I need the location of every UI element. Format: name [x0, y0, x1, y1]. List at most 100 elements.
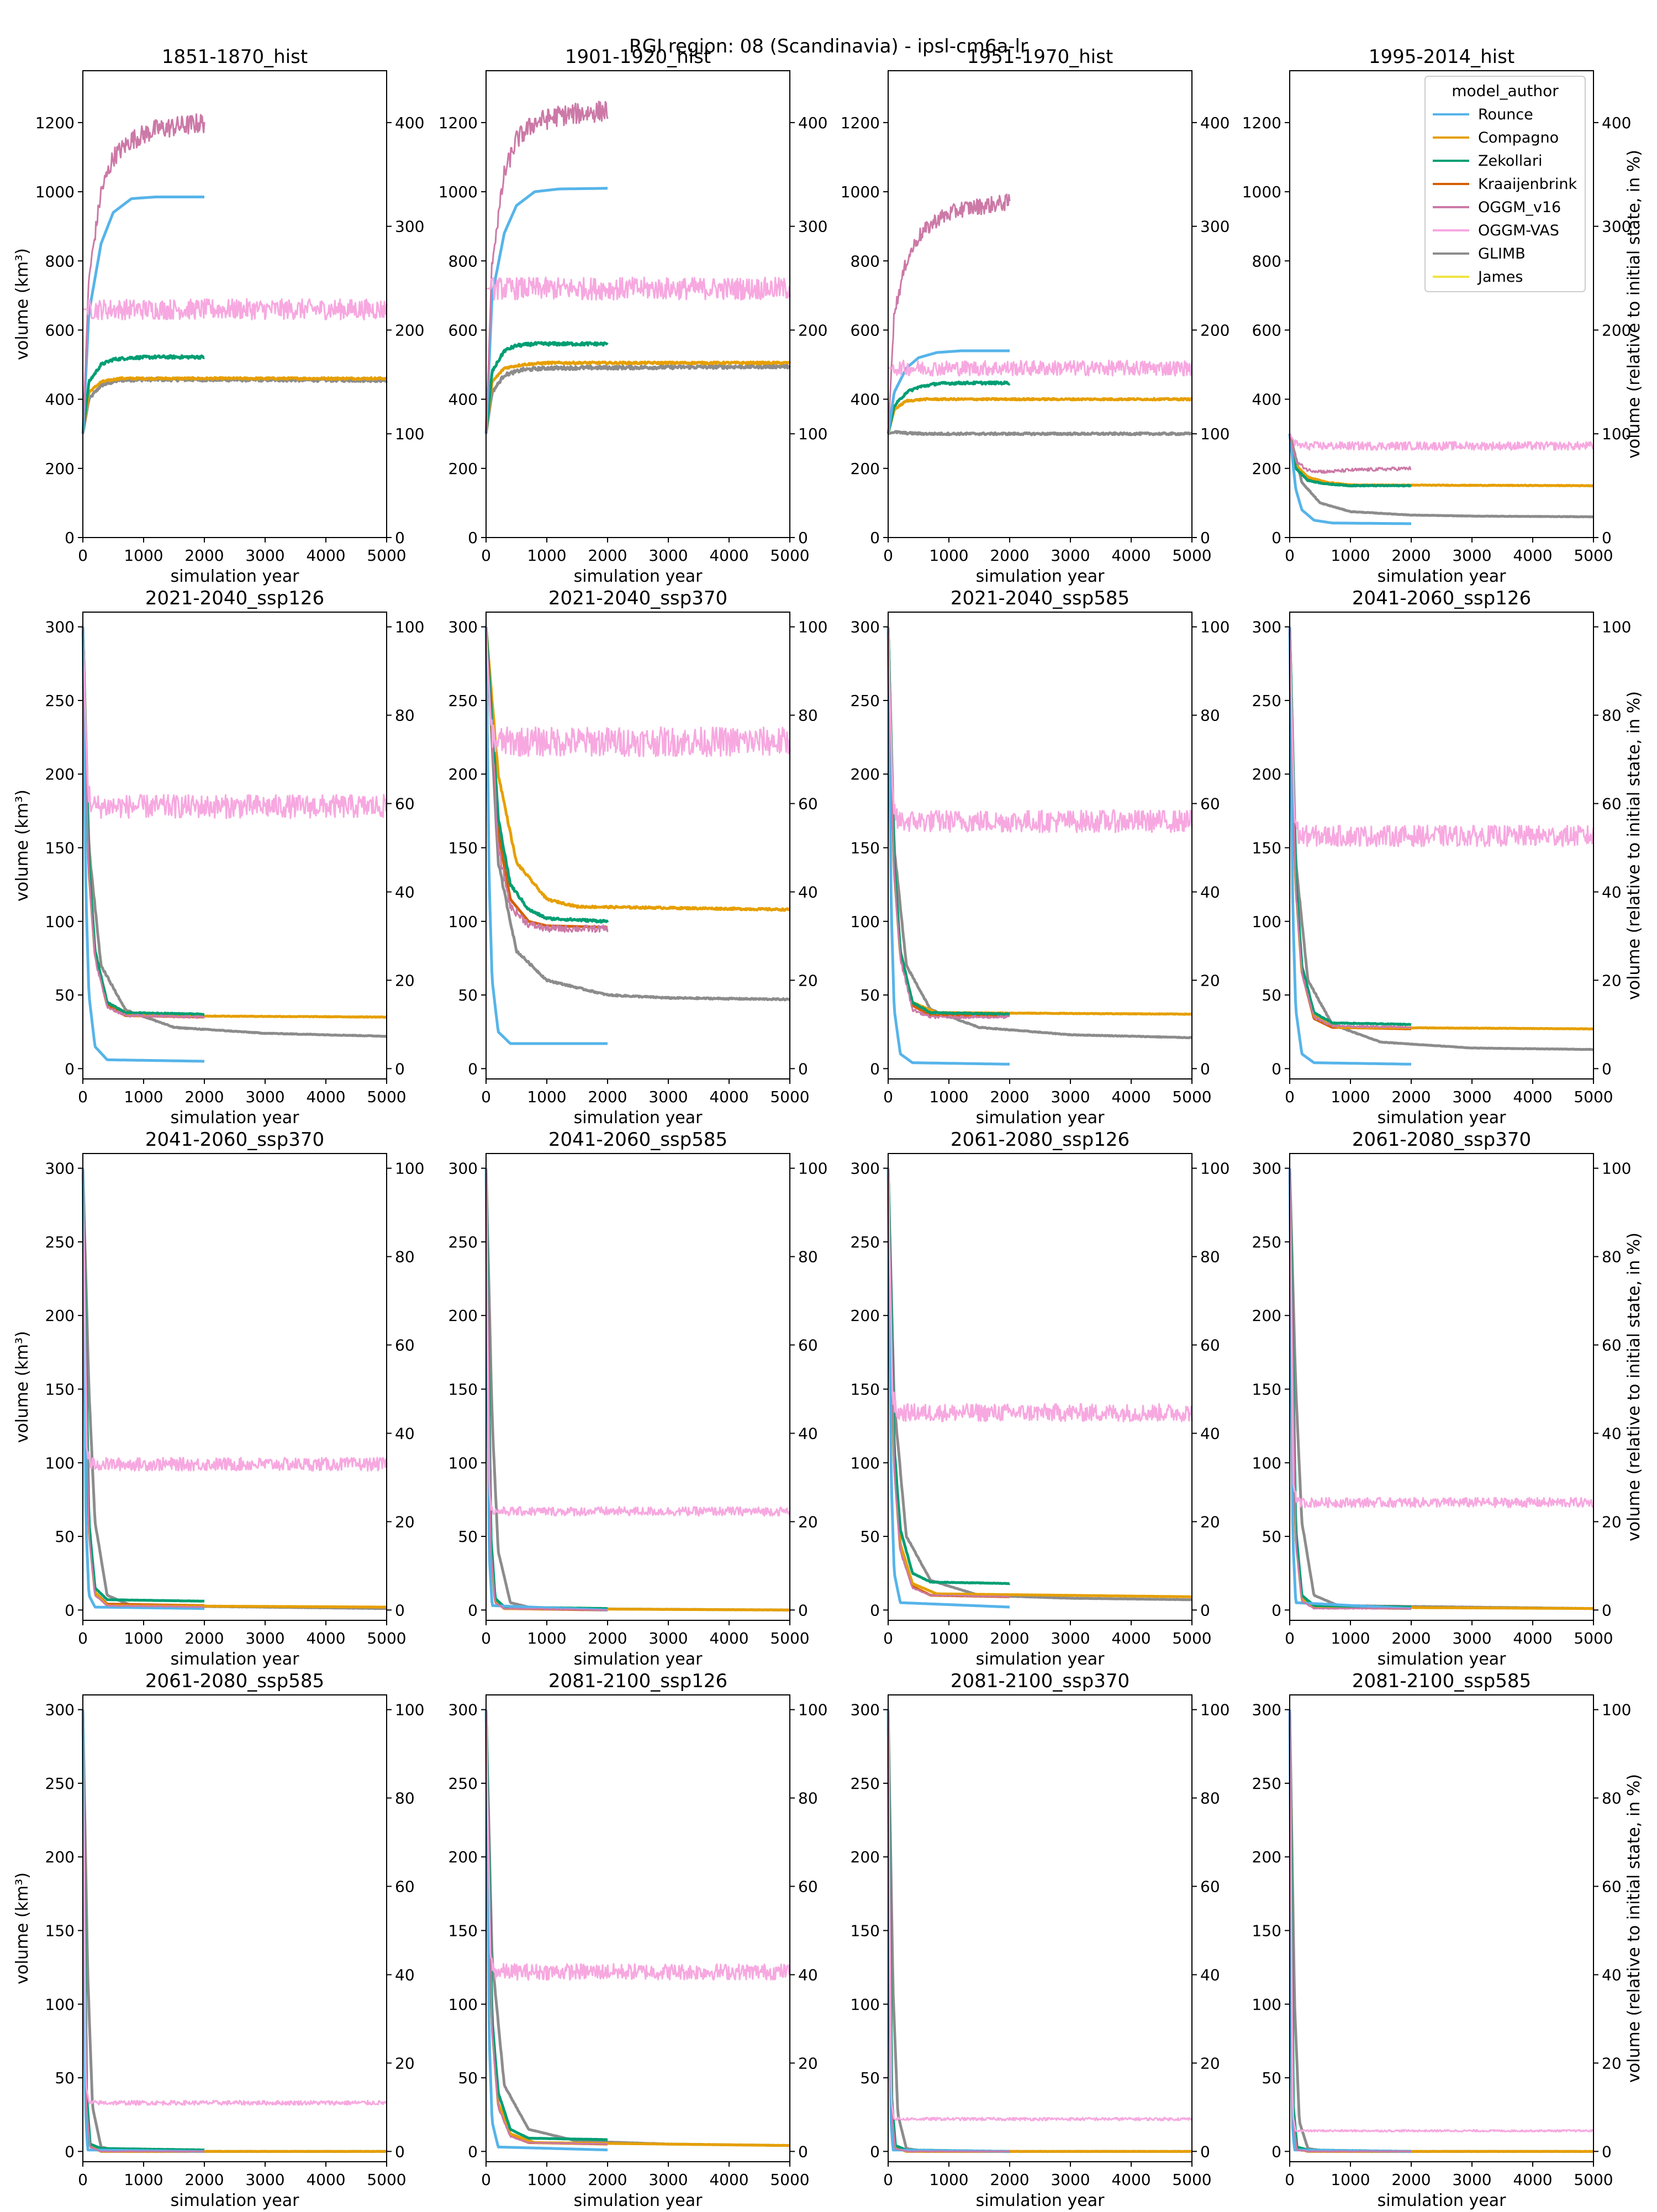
x-tick-label: 3000: [1452, 2171, 1491, 2189]
plot-frame: [82, 1153, 387, 1621]
x-tick-label: 3000: [245, 546, 284, 565]
y-tick-label-left: 100: [851, 1995, 880, 2014]
y-tick-label-left: 50: [860, 986, 880, 1004]
series-line-Kraaijenbrink: [81, 1709, 205, 2153]
x-tick-label: 0: [481, 1629, 491, 1647]
legend-title: model_author: [1452, 82, 1559, 100]
y-tick-label-left: 0: [870, 2142, 880, 2161]
y-tick-label-left: 50: [1262, 2069, 1281, 2087]
x-axis-label: simulation year: [574, 567, 703, 586]
x-tick-label: 3000: [1452, 546, 1491, 565]
y-tick-label-left: 250: [45, 692, 75, 710]
plot-frame: [486, 612, 790, 1079]
y-tick-label-right: 40: [1602, 1424, 1622, 1442]
x-tick-label: 2000: [1391, 1629, 1431, 1647]
x-axis-label: simulation year: [171, 1650, 300, 1669]
x-tick-label: 5000: [1172, 546, 1211, 565]
plot-frame: [82, 612, 387, 1079]
y-tick-label-left: 0: [65, 1060, 75, 1078]
x-tick-label: 4000: [709, 2171, 748, 2189]
series-line-Rounce: [81, 196, 205, 434]
y-tick-label-right: 100: [1602, 618, 1631, 636]
x-tick-label: 4000: [306, 1088, 345, 1106]
series-line-Compagno: [886, 1709, 1193, 2153]
series-line-OGGM_v16: [887, 1168, 1010, 1598]
x-tick-label: 4000: [709, 1088, 748, 1106]
y-tick-label-left: 100: [851, 913, 880, 931]
series-line-OGGM-VAS: [887, 626, 1193, 834]
series-line-OGGM-VAS: [82, 298, 388, 320]
y-tick-label-right: 60: [1200, 1336, 1220, 1355]
x-tick-label: 4000: [1513, 1629, 1552, 1647]
series-line-OGGM_v16: [1289, 1709, 1412, 2153]
y-tick-label-left: 0: [1271, 1060, 1281, 1078]
x-tick-label: 0: [1285, 1629, 1295, 1647]
y-tick-label-right: 40: [798, 883, 818, 901]
series-line-Compagno: [81, 626, 388, 1019]
plot-frame: [82, 70, 387, 538]
y-tick-label-right: 20: [798, 971, 818, 989]
series-line-GLIMB: [887, 430, 1193, 436]
y-tick-label-left: 600: [1252, 321, 1281, 339]
y-tick-label-right: 20: [1200, 1513, 1220, 1531]
y-tick-label-right: 60: [1602, 1878, 1622, 1896]
y-tick-label-right: 60: [395, 795, 415, 813]
y-tick-label-right: 0: [395, 1601, 405, 1619]
y-tick-label-right: 20: [395, 1513, 415, 1531]
y-tick-label-right: 100: [1200, 1160, 1229, 1178]
y-tick-label-right: 100: [798, 1701, 827, 1719]
x-tick-label: 0: [1285, 1088, 1295, 1106]
series-line-Zekollari: [1288, 1709, 1412, 2153]
y-tick-label-left: 200: [448, 1848, 478, 1866]
y-tick-label-left: 1000: [841, 183, 880, 201]
y-tick-label-right: 20: [1602, 971, 1622, 989]
x-tick-label: 0: [883, 546, 893, 565]
x-tick-label: 3000: [1051, 1629, 1090, 1647]
y-tick-label-left: 200: [45, 460, 75, 478]
y-tick-label-right: 40: [1200, 883, 1220, 901]
y-axis-label-left: volume (km³): [13, 1872, 32, 1984]
x-tick-label: 0: [78, 2171, 88, 2189]
panel-title: 2081-2100_ssp126: [548, 1670, 727, 1692]
y-tick-label-left: 100: [45, 913, 75, 931]
x-axis-label: simulation year: [976, 1108, 1105, 1128]
y-tick-label-right: 20: [798, 2054, 818, 2072]
y-tick-label-left: 800: [1252, 252, 1281, 270]
series-line-GLIMB: [81, 1709, 388, 2153]
y-axis-label-right: volume (relative to initial state, in %): [1624, 1233, 1644, 1541]
y-tick-label-right: 20: [1200, 971, 1220, 989]
series-line-GLIMB: [81, 626, 388, 1038]
x-axis-label: simulation year: [1378, 567, 1507, 586]
series-line-GLIMB: [81, 1168, 388, 1610]
series-line-Rounce: [81, 626, 205, 1063]
series-line-Compagno: [484, 360, 791, 434]
plot-frame: [486, 70, 790, 538]
y-axis-label-right: volume (relative to initial state, in %): [1624, 150, 1644, 459]
series-line-OGGM-VAS: [82, 626, 387, 819]
legend-entry: James: [1477, 268, 1523, 286]
series-line-GLIMB: [81, 376, 388, 434]
y-tick-label-left: 300: [45, 1160, 75, 1178]
x-tick-label: 5000: [367, 1088, 406, 1106]
panel-title: 2021-2040_ssp126: [145, 587, 324, 609]
series-line-OGGM_v16: [82, 1709, 205, 2153]
y-tick-label-left: 200: [45, 765, 75, 783]
x-tick-label: 5000: [770, 1088, 809, 1106]
x-tick-label: 0: [78, 546, 88, 565]
y-tick-label-right: 400: [395, 114, 424, 132]
x-tick-label: 1000: [929, 546, 968, 565]
panel-title: 2081-2100_ssp370: [951, 1670, 1130, 1692]
legend-box: [1424, 76, 1586, 292]
x-tick-label: 4000: [1111, 546, 1151, 565]
series-line-Rounce: [484, 187, 609, 434]
x-tick-label: 3000: [1051, 546, 1090, 565]
panel-title: 2061-2080_ssp370: [1352, 1129, 1531, 1151]
series-line-OGGM-VAS: [1289, 1168, 1595, 1508]
y-tick-label-left: 400: [45, 391, 75, 409]
y-tick-label-left: 200: [1252, 1848, 1281, 1866]
x-tick-label: 1000: [1331, 1629, 1370, 1647]
y-tick-label-right: 0: [395, 2142, 405, 2161]
y-tick-label-right: 40: [798, 1424, 818, 1442]
plot-frame: [1289, 1694, 1594, 2162]
y-tick-label-right: 60: [1200, 795, 1220, 813]
